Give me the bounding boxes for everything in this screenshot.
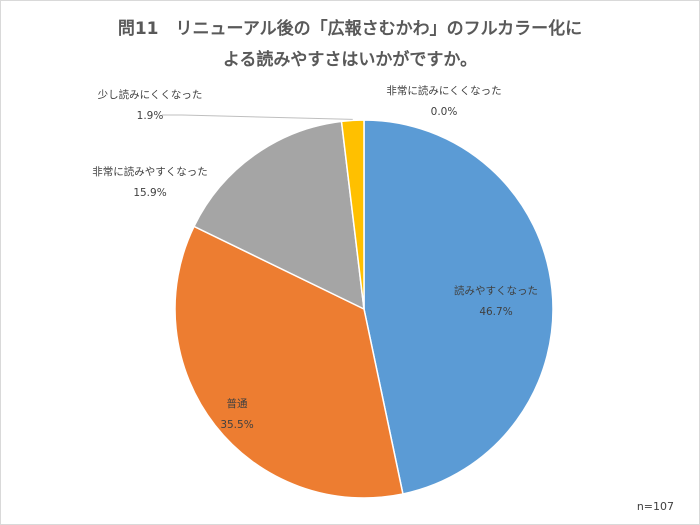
slice-value-label-2: 15.9% [133, 187, 166, 199]
slice-value-label-4: 0.0% [431, 106, 458, 118]
leader-line-3 [162, 114, 353, 120]
slice-value-label-0: 46.7% [479, 306, 512, 318]
pie-slice-0 [363, 119, 554, 495]
slice-value-label-3: 1.9% [137, 110, 164, 122]
slice-label-1: 普通 [227, 397, 248, 410]
pie-slice-2 [193, 120, 365, 311]
slice-label-0: 読みやすくなった [454, 284, 538, 297]
sample-size-note: n=107 [636, 500, 674, 513]
pie-slice-3 [340, 119, 365, 310]
slice-label-2: 非常に読みやすくなった [92, 165, 208, 178]
chart-title-line-2: よる読みやすさはいかがですか。 [222, 50, 478, 70]
slice-value-label-1: 35.5% [220, 419, 253, 431]
chart-title-line-1: 問11 リニューアル後の「広報さむかわ」のフルカラー化に [117, 19, 583, 39]
slice-label-3: 少し読みにくくなった [98, 88, 203, 101]
chart-title: 問11 リニューアル後の「広報さむかわ」のフルカラー化に よる読みやすさはいかが… [0, 14, 700, 76]
pie-slice-1 [174, 225, 404, 499]
slice-label-4: 非常に読みにくくなった [386, 84, 501, 97]
